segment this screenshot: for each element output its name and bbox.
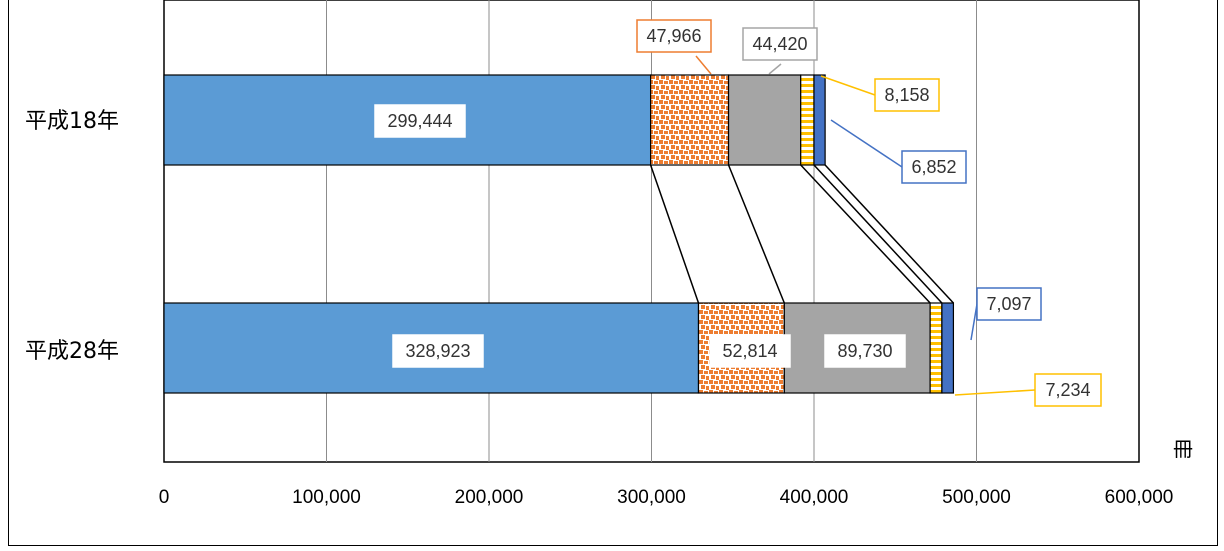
category-label: 平成18年 xyxy=(25,109,119,134)
data-label: 52,814 xyxy=(722,341,777,361)
series-line xyxy=(649,164,700,304)
series-line xyxy=(727,164,786,304)
data-labels: 299,444 47,966 44,420 8,158 6,852 328,923 52,8… xyxy=(374,19,1102,407)
chart-frame: 299,444 47,966 44,420 8,158 6,852 328,923 52,8… xyxy=(8,0,1218,546)
data-label: 8,158 xyxy=(884,85,929,105)
bar-segment xyxy=(813,74,826,166)
data-label-box xyxy=(976,287,1042,321)
category-label: 平成28年 xyxy=(25,339,119,364)
data-label-box xyxy=(374,104,466,138)
data-label-box xyxy=(742,27,818,61)
x-tick-label: 600,000 xyxy=(1105,487,1174,508)
label-leader-line xyxy=(695,55,712,75)
bars xyxy=(163,74,955,394)
data-label-box xyxy=(636,19,712,53)
data-label: 44,420 xyxy=(752,34,807,54)
data-label-box xyxy=(901,150,967,184)
category-labels: 平成18年 平成28年 xyxy=(25,109,119,364)
data-label: 299,444 xyxy=(387,111,452,131)
bar-segment xyxy=(649,74,730,166)
data-label: 89,730 xyxy=(837,341,892,361)
label-leader-line xyxy=(970,303,978,341)
bar-segment xyxy=(929,302,943,394)
data-label-box xyxy=(824,334,906,368)
data-label-box xyxy=(874,78,940,112)
series-lines xyxy=(649,164,954,304)
data-label-box xyxy=(392,334,484,368)
x-tick-label: 0 xyxy=(159,487,170,508)
bar-segment xyxy=(941,302,955,394)
bar-segment xyxy=(727,74,802,166)
label-leader-line xyxy=(954,389,1036,396)
x-tick-label: 200,000 xyxy=(455,487,524,508)
x-tick-label: 300,000 xyxy=(617,487,686,508)
x-tick-label: 400,000 xyxy=(780,487,849,508)
label-leader-line xyxy=(830,119,903,168)
x-tick-label: 500,000 xyxy=(942,487,1011,508)
x-axis: 0 100,000 200,000 300,000 400,000 500,000 600,… xyxy=(159,487,1174,508)
series-line xyxy=(800,164,931,304)
data-label: 7,234 xyxy=(1045,380,1090,400)
label-leader-line xyxy=(820,75,876,96)
series-line xyxy=(813,164,943,304)
series-line xyxy=(824,164,954,304)
data-label: 7,097 xyxy=(986,294,1031,314)
data-label: 47,966 xyxy=(646,26,701,46)
data-label-box xyxy=(709,334,791,368)
unit-label: 冊 xyxy=(1173,437,1193,461)
data-label: 328,923 xyxy=(405,341,470,361)
data-label-box xyxy=(1034,373,1102,407)
bar-segment xyxy=(800,74,815,166)
data-label: 6,852 xyxy=(911,157,956,177)
stacked-bar-chart: 299,444 47,966 44,420 8,158 6,852 328,923 52,8… xyxy=(25,0,1193,508)
x-tick-label: 100,000 xyxy=(292,487,361,508)
label-leader-line xyxy=(768,63,782,75)
